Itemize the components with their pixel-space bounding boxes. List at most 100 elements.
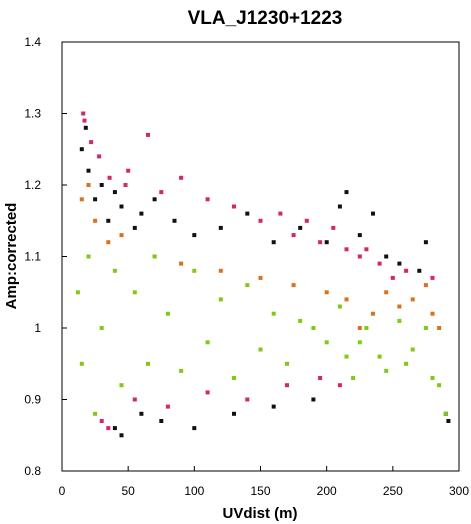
data-point (192, 268, 197, 273)
data-point (119, 383, 124, 388)
data-point (99, 183, 104, 187)
data-point (377, 354, 382, 359)
data-point (397, 318, 402, 323)
data-point (146, 361, 150, 366)
data-point (152, 254, 157, 259)
data-point (291, 233, 296, 238)
data-point (81, 111, 86, 116)
data-point (344, 297, 349, 302)
y-tick-label: 1.2 (24, 178, 41, 192)
data-point (139, 211, 144, 216)
data-point (132, 397, 137, 402)
data-point (93, 411, 98, 416)
data-point (79, 147, 84, 152)
data-point (232, 411, 236, 416)
x-tick-label: 300 (449, 484, 469, 498)
data-point (93, 218, 98, 223)
data-point (205, 390, 210, 395)
data-point (86, 254, 91, 259)
data-point (410, 347, 415, 352)
data-point (258, 347, 263, 352)
data-point (258, 275, 263, 280)
data-point (86, 168, 91, 173)
data-point (218, 297, 223, 302)
data-point (337, 304, 342, 309)
data-point (318, 240, 323, 245)
data-point (192, 233, 197, 238)
data-point (119, 233, 124, 238)
data-point (337, 204, 342, 209)
data-point (152, 197, 157, 202)
data-point (404, 268, 409, 273)
data-point (364, 247, 369, 252)
x-tick-label: 200 (317, 484, 337, 498)
data-point (364, 326, 369, 330)
data-point (324, 290, 329, 295)
data-point (271, 240, 276, 245)
data-point (245, 211, 250, 216)
data-point (278, 211, 283, 216)
data-point (159, 190, 164, 195)
data-points (75, 111, 451, 438)
data-point (357, 326, 362, 330)
data-point (112, 190, 117, 195)
chart-title: VLA_J1230+1223 (188, 8, 343, 29)
data-point (351, 376, 356, 380)
data-point (119, 204, 124, 209)
data-point (344, 190, 349, 195)
data-point (82, 118, 87, 123)
x-axis-label: UVdist (m) (223, 505, 298, 522)
data-point (397, 304, 402, 309)
data-point (430, 376, 435, 380)
data-point (218, 268, 223, 273)
data-point (285, 383, 289, 388)
data-point (443, 411, 448, 416)
data-point (410, 297, 415, 302)
y-axis: 0.8 0.9 1 1.1 1.2 1.3 1.4 (24, 35, 67, 478)
data-point (446, 419, 451, 423)
data-point (159, 419, 164, 423)
data-point (437, 326, 442, 330)
data-point (106, 426, 111, 431)
y-tick-label: 1.3 (24, 107, 41, 121)
data-point (165, 311, 170, 316)
data-point (172, 218, 177, 223)
data-point (79, 361, 84, 366)
data-point (430, 275, 435, 280)
data-point (311, 397, 316, 402)
data-point (93, 197, 98, 202)
data-point (318, 376, 323, 380)
x-tick-label: 250 (383, 484, 403, 498)
y-tick-label: 0.9 (24, 393, 41, 407)
data-point (285, 361, 289, 366)
data-point (423, 283, 428, 288)
x-tick-label: 0 (59, 484, 66, 498)
x-tick-label: 50 (121, 484, 135, 498)
data-point (107, 175, 112, 180)
data-point (139, 411, 144, 416)
data-point (83, 125, 88, 130)
y-tick-label: 1.4 (24, 35, 41, 49)
data-point (192, 426, 197, 431)
data-point (112, 426, 117, 431)
data-point (304, 218, 309, 223)
data-point (271, 404, 276, 409)
x-tick-label: 150 (250, 484, 270, 498)
data-point (179, 368, 184, 373)
data-point (132, 225, 137, 230)
data-point (331, 225, 336, 230)
data-point (377, 261, 382, 266)
data-point (232, 204, 236, 209)
data-point (232, 376, 236, 380)
data-point (99, 326, 104, 330)
data-point (298, 318, 303, 323)
data-point (384, 254, 389, 259)
data-point (271, 311, 276, 316)
y-tick-label: 0.8 (24, 464, 41, 478)
y-tick-label: 1.1 (24, 250, 41, 264)
data-point (179, 261, 184, 266)
data-point (344, 354, 349, 359)
x-axis: 0 50 100 150 200 250 300 (59, 466, 469, 498)
data-point (371, 211, 375, 216)
